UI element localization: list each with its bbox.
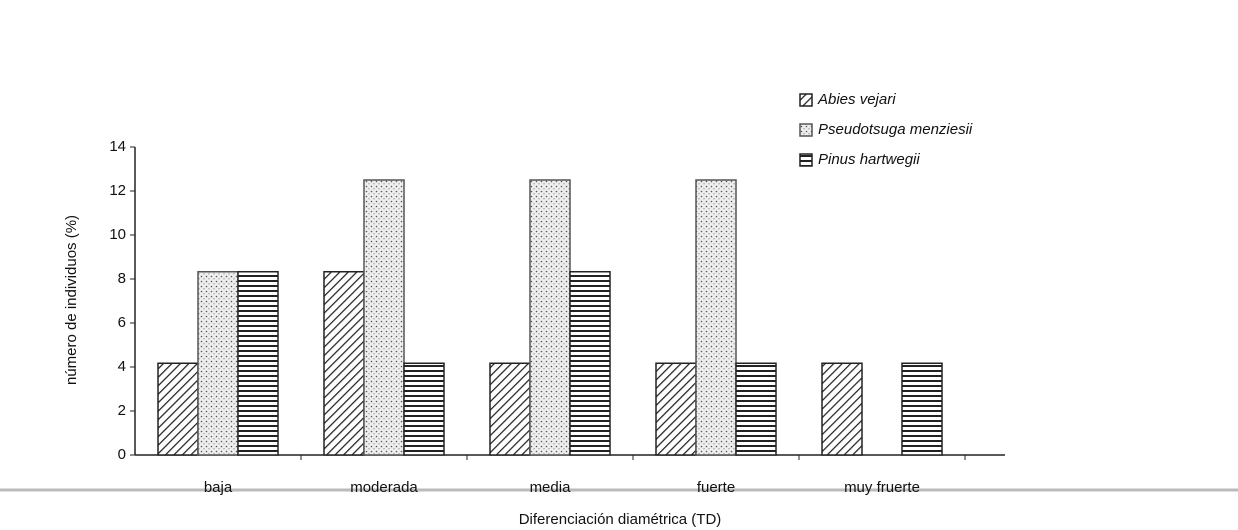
- legend-swatch: [799, 153, 813, 167]
- legend-text: Abies vejari: [817, 91, 896, 108]
- bar: [695, 179, 737, 456]
- y-tick-label: 0: [118, 446, 126, 463]
- x-tick-label: baja: [204, 479, 233, 496]
- y-tick-label: 2: [118, 402, 126, 419]
- bar: [821, 362, 863, 456]
- bar: [655, 362, 697, 456]
- bar: [901, 362, 943, 456]
- y-tick-label: 14: [109, 138, 126, 155]
- bar: [403, 362, 445, 456]
- bar: [363, 179, 405, 456]
- bar: [529, 179, 571, 456]
- bar: [197, 270, 239, 456]
- bar: [489, 362, 531, 456]
- bar: [735, 362, 777, 456]
- bar: [237, 270, 279, 456]
- bar: [569, 270, 611, 456]
- y-tick-label: 4: [118, 358, 126, 375]
- y-axis-title: número de individuos (%): [63, 215, 80, 385]
- legend-swatch: [799, 123, 813, 137]
- y-tick-label: 12: [109, 182, 126, 199]
- y-tick-label: 6: [118, 314, 126, 331]
- legend-text: Pseudotsuga menziesii: [818, 121, 973, 138]
- x-axis-title: Diferenciación diamétrica (TD): [519, 511, 722, 528]
- x-tick-label: fuerte: [697, 479, 735, 496]
- y-tick-label: 8: [118, 270, 126, 287]
- bar: [157, 362, 199, 456]
- x-tick-label: media: [530, 479, 572, 496]
- legend-text: Pinus hartwegii: [818, 151, 920, 168]
- legend-swatch: [799, 93, 813, 107]
- y-tick-label: 10: [109, 226, 126, 243]
- bar: [323, 270, 365, 456]
- x-tick-label: muy fruerte: [844, 479, 920, 496]
- x-tick-label: moderada: [350, 479, 418, 496]
